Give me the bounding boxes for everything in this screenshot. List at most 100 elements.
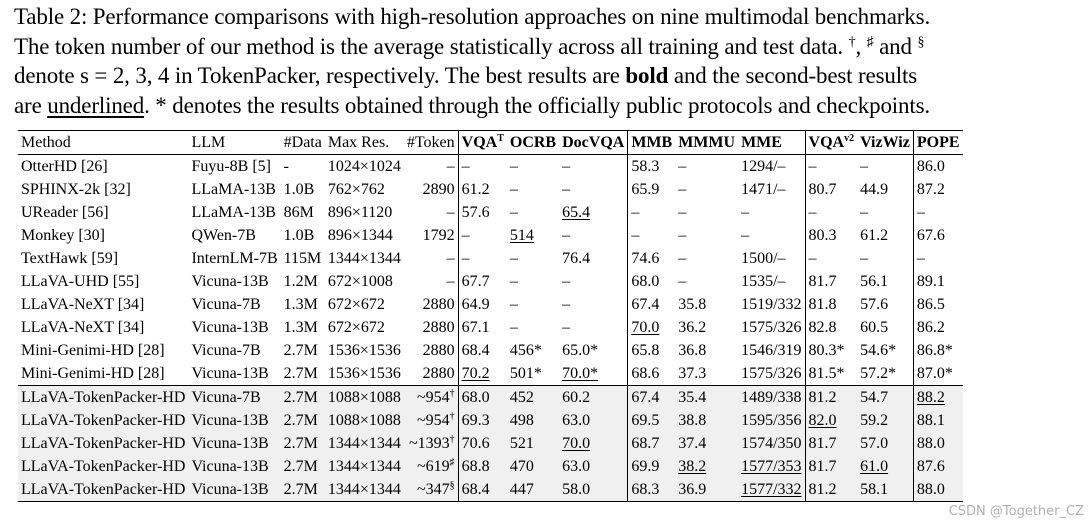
table-cell: 36.8 bbox=[678, 342, 707, 359]
table-cell: Vicuna-13B bbox=[191, 365, 269, 382]
table-cell: – bbox=[446, 204, 455, 221]
table-row: OtterHD [26] Fuyu-8B [5] -1024×1024– – – –58.… bbox=[18, 154, 963, 178]
table-cell: 59.2 bbox=[857, 409, 914, 432]
table-cell: Vicuna-13B bbox=[191, 319, 269, 336]
table-cell: 58.0 bbox=[559, 478, 628, 502]
table-cell: 63.0 bbox=[559, 409, 628, 432]
table-cell: 896×1344 bbox=[327, 227, 393, 244]
table-cell: 501* bbox=[509, 365, 542, 382]
table-cell: LLaVA-TokenPacker-HD bbox=[18, 432, 189, 455]
table-cell: 81.7 bbox=[804, 455, 858, 478]
table-cell: – bbox=[562, 181, 571, 198]
table-cell: – bbox=[457, 154, 507, 178]
table-cell: 1088×1088 bbox=[324, 409, 404, 432]
table-row: LLaVA-TokenPacker-HD Vicuna-13B 2.7M 1088×1… bbox=[18, 409, 963, 432]
table-row: Mini-Genimi-HD [28] Vicuna-7B 2.7M 1536×153… bbox=[18, 339, 963, 362]
table-cell: Mini-Genimi-HD [28] bbox=[21, 342, 165, 359]
table-cell: 672×672 bbox=[327, 319, 385, 336]
table-cell: – bbox=[627, 201, 676, 224]
table-cell: 896×1120 bbox=[327, 204, 393, 221]
table-cell: 456* bbox=[509, 342, 542, 359]
table-cell: 1024×1024 bbox=[327, 158, 401, 175]
header-cell: LLM bbox=[188, 130, 281, 155]
table-cell: – bbox=[562, 296, 571, 313]
table-cell: 69.5 bbox=[627, 409, 676, 432]
table-cell: LLaMA-13B bbox=[191, 181, 276, 198]
table-cell: – bbox=[562, 158, 571, 175]
table-cell: 672×1008 bbox=[327, 273, 393, 290]
table-cell: 88.2 bbox=[912, 385, 963, 409]
table-cell: 35.4 bbox=[675, 385, 739, 409]
table-cell: 1500/– bbox=[741, 250, 786, 267]
table-cell: 498 bbox=[506, 409, 560, 432]
table-cell: – bbox=[804, 154, 858, 178]
table-cell: 74.6 bbox=[627, 247, 676, 270]
table-cell: Vicuna-7B bbox=[191, 296, 261, 313]
table-cell: SPHINX-2k [32] bbox=[21, 181, 131, 198]
header-cell: Method bbox=[18, 130, 189, 155]
table-cell: – bbox=[509, 158, 518, 175]
table-cell: 65.9 bbox=[627, 178, 676, 201]
table-cell: 452 bbox=[506, 385, 560, 409]
table-cell: 1.3M bbox=[283, 319, 318, 336]
table-cell: 1575/326 bbox=[741, 365, 802, 382]
table-cell: LLaVA-TokenPacker-HD bbox=[18, 478, 189, 502]
table-cell: – bbox=[678, 204, 687, 221]
table-cell: LLaVA-NeXT [34] bbox=[21, 296, 145, 313]
table-cell: – bbox=[627, 224, 676, 247]
table-cell: – bbox=[446, 250, 455, 267]
table-cell: 2.7M bbox=[283, 342, 318, 359]
table-cell: 1595/356 bbox=[738, 409, 806, 432]
table-cell: 87.6 bbox=[912, 455, 963, 478]
table-cell: 1344×1344 bbox=[324, 478, 404, 502]
table-cell: 1536×1536 bbox=[327, 342, 401, 359]
table-cell: 1.0B bbox=[283, 227, 315, 244]
caption-line-1: Table 2: Performance comparisons with hi… bbox=[14, 4, 931, 29]
table-cell: 38.2 bbox=[675, 455, 739, 478]
table-cell: – bbox=[509, 250, 518, 267]
table-cell: 70.6 bbox=[457, 432, 507, 455]
table-cell: – bbox=[678, 181, 687, 198]
table-cell: 514 bbox=[509, 227, 534, 244]
table-caption: Table 2: Performance comparisons with hi… bbox=[14, 2, 1084, 120]
table-cell: 2.7M bbox=[280, 432, 325, 455]
table-cell: 2880 bbox=[422, 296, 455, 313]
table-cell: TextHawk [59] bbox=[21, 250, 119, 267]
table-cell: – bbox=[509, 204, 518, 221]
table-cell: 70.0* bbox=[562, 365, 599, 382]
table-cell: 1577/353 bbox=[738, 455, 806, 478]
table-row: LLaVA-TokenPacker-HD Vicuna-13B 2.7M 1344×1… bbox=[18, 455, 963, 478]
table-cell: 68.4 bbox=[457, 478, 507, 502]
table-cell: 82.0 bbox=[804, 409, 858, 432]
table-cell: 86.5 bbox=[912, 293, 963, 316]
table-cell: UReader [56] bbox=[21, 204, 109, 221]
table-cell: – bbox=[509, 319, 518, 336]
table-cell: – bbox=[562, 227, 571, 244]
sharp-symbol: ♯ bbox=[866, 34, 874, 50]
table-row: LLaVA-NeXT [34] Vicuna-7B 1.3M 672×672 2880 6… bbox=[18, 293, 963, 316]
table-cell: 68.3 bbox=[627, 478, 676, 502]
section-symbol: § bbox=[917, 34, 925, 50]
results-table: Method LLM #Data Max Res. #Token VQAT OCRB DocV… bbox=[18, 130, 963, 502]
table-cell: 80.3 bbox=[804, 224, 858, 247]
table-cell: 2.7M bbox=[280, 455, 325, 478]
table-row: LLaVA-TokenPacker-HD Vicuna-13B 2.7M 1344×1… bbox=[18, 432, 963, 455]
table-cell: Vicuna-13B bbox=[188, 409, 281, 432]
table-cell: 521 bbox=[506, 432, 560, 455]
table-cell: 470 bbox=[506, 455, 560, 478]
table-cell: 1344×1344 bbox=[324, 455, 404, 478]
table-cell: ~1393† bbox=[403, 432, 459, 455]
caption-line-2: The token number of our method is the av… bbox=[14, 33, 925, 59]
table-cell: 68.0 bbox=[627, 270, 676, 293]
table-cell: 81.2 bbox=[804, 385, 858, 409]
table-cell: 58.3 bbox=[627, 154, 676, 178]
table-row: SPHINX-2k [32] LLaMA-13B 1.0B 762×762 2890 61… bbox=[18, 178, 963, 201]
table-cell: 58.1 bbox=[857, 478, 914, 502]
table-cell: 1471/– bbox=[741, 181, 786, 198]
table-cell: 67.4 bbox=[627, 385, 676, 409]
table-cell: 81.5* bbox=[804, 362, 858, 386]
table-cell: – bbox=[678, 158, 687, 175]
table-cell: 1088×1088 bbox=[324, 385, 404, 409]
table-cell: 1535/– bbox=[741, 273, 786, 290]
table-cell: 57.6 bbox=[860, 296, 889, 313]
